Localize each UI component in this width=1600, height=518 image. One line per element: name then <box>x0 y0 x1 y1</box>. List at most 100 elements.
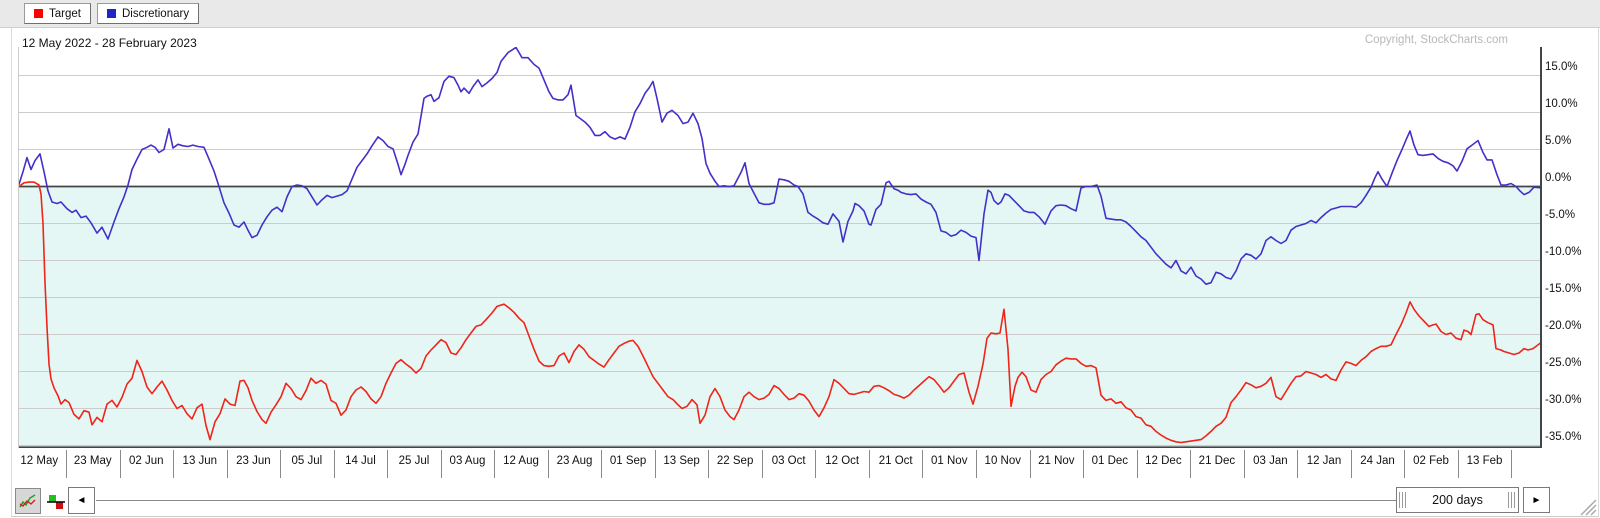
thumb-grip-right-icon <box>1508 492 1516 508</box>
legend-label: Target <box>49 7 81 20</box>
line-chart-mode-button[interactable] <box>15 488 41 514</box>
legend-swatch-icon <box>34 9 43 18</box>
x-tick-label: 10 Nov <box>984 455 1021 467</box>
legend-bar: Target Discretionary <box>0 0 1600 28</box>
x-tick-separator <box>441 450 442 478</box>
legend-button-target[interactable]: Target <box>24 3 91 24</box>
x-tick-label: 05 Jul <box>291 455 323 467</box>
y-axis: 15.0% 10.0% 5.0% 0.0% -5.0% -10.0% -15.0% -20.0… <box>1545 47 1599 448</box>
line-chart-icon <box>19 493 36 507</box>
x-tick-label: 13 Jun <box>182 455 218 467</box>
x-tick-separator <box>280 450 281 478</box>
legend-button-discretionary[interactable]: Discretionary <box>96 3 200 24</box>
x-tick-separator <box>1297 450 1298 478</box>
x-tick-separator <box>1190 450 1191 478</box>
x-tick-label: 01 Dec <box>1091 455 1129 467</box>
x-tick-label: 25 Jul <box>398 455 430 467</box>
x-tick-label: 01 Nov <box>931 455 968 467</box>
below-zero-region <box>19 186 1542 448</box>
chart-canvas <box>19 47 1542 448</box>
x-tick-label: 12 Aug <box>503 455 539 467</box>
x-tick-separator <box>1404 450 1405 478</box>
x-tick-separator <box>548 450 549 478</box>
y-tick-label: -30.0% <box>1545 393 1582 406</box>
x-tick-separator <box>762 450 763 478</box>
x-tick-label: 14 Jul <box>345 455 376 467</box>
copyright-label: Copyright, StockCharts.com <box>1364 34 1508 46</box>
x-tick-separator <box>1244 450 1245 478</box>
x-tick-label: 12 Jan <box>1306 455 1342 467</box>
scroll-left-button[interactable]: ◄ <box>68 487 95 514</box>
x-tick-separator <box>601 450 602 478</box>
target-series-line <box>19 181 1542 444</box>
left-arrow-icon: ◄ <box>76 495 87 506</box>
x-tick-label: 21 Nov <box>1038 455 1075 467</box>
x-tick-label: 23 May <box>73 455 112 467</box>
plot-area[interactable] <box>18 47 1542 448</box>
y-tick-label: -35.0% <box>1545 430 1582 443</box>
x-tick-separator <box>1083 450 1084 478</box>
x-tick-label: 22 Sep <box>716 455 754 467</box>
x-tick-separator <box>494 450 495 478</box>
bar-chart-icon <box>46 494 65 509</box>
x-tick-separator <box>655 450 656 478</box>
discretionary-series-line <box>19 47 1542 285</box>
window-frame <box>11 28 1599 517</box>
x-tick-separator <box>387 450 388 478</box>
x-tick-label: 21 Dec <box>1198 455 1236 467</box>
x-tick-separator <box>227 450 228 478</box>
x-axis: 12 May 23 May 02 Jun 13 Jun 23 Jun 05 Jul 14 J… <box>0 449 1560 479</box>
y-tick-label: -25.0% <box>1545 356 1582 369</box>
x-tick-separator <box>1030 450 1031 478</box>
x-tick-separator <box>1458 450 1459 478</box>
x-tick-separator <box>708 450 709 478</box>
x-tick-separator <box>173 450 174 478</box>
x-tick-separator <box>334 450 335 478</box>
y-tick-label: -10.0% <box>1545 245 1582 258</box>
x-tick-separator <box>1137 450 1138 478</box>
x-tick-separator <box>66 450 67 478</box>
x-tick-label: 03 Oct <box>771 455 806 467</box>
x-tick-label: 12 Oct <box>825 455 860 467</box>
scrollbar-track[interactable] <box>96 500 1396 501</box>
x-tick-label: 13 Feb <box>1466 455 1503 467</box>
bar-chart-mode-button[interactable] <box>44 490 67 513</box>
x-tick-separator <box>1351 450 1352 478</box>
x-tick-label: 23 Jun <box>236 455 271 467</box>
y-tick-label: 0.0% <box>1545 171 1572 184</box>
thumb-grip-left-icon <box>1399 492 1407 508</box>
x-tick-label: 23 Aug <box>556 455 593 467</box>
x-tick-label: 02 Feb <box>1413 455 1449 467</box>
x-tick-label: 02 Jun <box>129 455 164 467</box>
scrollbar-thumb[interactable]: 200 days <box>1396 487 1519 513</box>
x-tick-label: 03 Aug <box>449 455 486 467</box>
y-tick-label: -15.0% <box>1545 282 1582 295</box>
y-tick-label: -5.0% <box>1545 208 1576 221</box>
x-tick-separator <box>869 450 870 478</box>
legend-label: Discretionary <box>121 7 190 20</box>
x-tick-label: 24 Jan <box>1360 455 1395 467</box>
legend-swatch-icon <box>106 9 116 18</box>
x-tick-label: 01 Sep <box>609 455 647 467</box>
x-tick-separator <box>815 450 816 478</box>
y-tick-label: 15.0% <box>1545 60 1578 73</box>
x-tick-separator <box>922 450 923 478</box>
x-tick-separator <box>1511 450 1512 478</box>
x-tick-label: 03 Jan <box>1253 455 1288 467</box>
x-tick-label: 12 Dec <box>1145 455 1182 467</box>
x-tick-label: 13 Sep <box>663 455 700 467</box>
x-tick-label: 21 Oct <box>878 455 913 467</box>
y-tick-label: 10.0% <box>1545 97 1578 110</box>
y-axis-line <box>1540 47 1542 448</box>
scroll-right-button[interactable]: ► <box>1523 487 1550 513</box>
date-range-label: 12 May 2022 - 28 February 2023 <box>22 36 197 50</box>
y-tick-label: -20.0% <box>1545 319 1582 332</box>
x-tick-separator <box>120 450 121 478</box>
y-tick-label: 5.0% <box>1545 134 1572 147</box>
range-label: 200 days <box>1432 493 1483 507</box>
x-tick-label: 12 May <box>20 455 59 467</box>
resize-grip-icon[interactable] <box>1575 499 1597 516</box>
right-arrow-icon: ► <box>1531 494 1542 506</box>
x-tick-separator <box>976 450 977 478</box>
